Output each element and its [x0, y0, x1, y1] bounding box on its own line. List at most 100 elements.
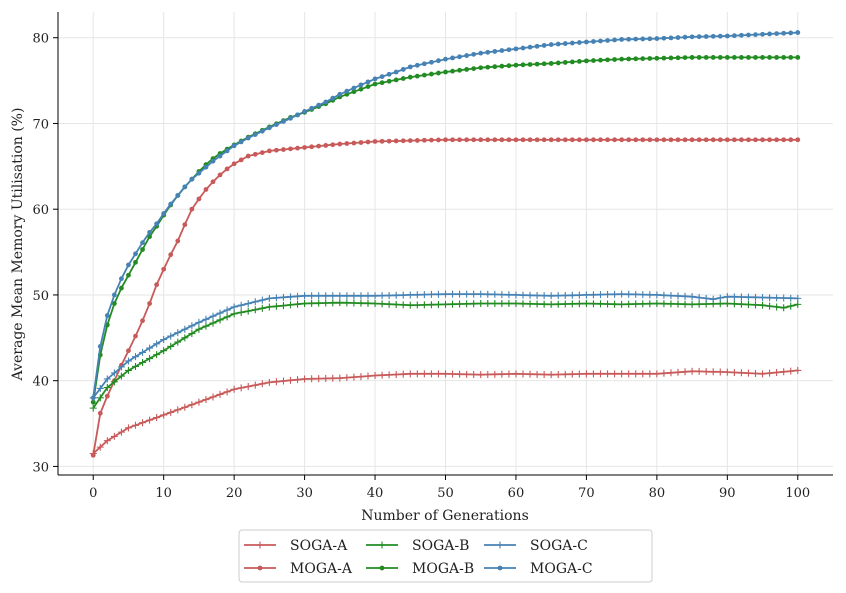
data-point-soga-b [322, 299, 330, 307]
data-point-moga-a [626, 137, 632, 143]
data-point-soga-a [216, 390, 224, 398]
data-point-soga-a [279, 377, 287, 385]
data-point-soga-a [547, 371, 555, 379]
data-point-moga-a [478, 137, 484, 143]
data-point-soga-b [730, 300, 738, 308]
data-point-soga-c [589, 291, 597, 299]
data-point-soga-c [371, 292, 379, 300]
data-point-soga-c [279, 293, 287, 301]
data-point-moga-b [358, 86, 364, 92]
data-point-moga-c [196, 170, 202, 176]
data-point-soga-c [301, 292, 309, 300]
data-point-soga-a [695, 367, 703, 375]
data-point-moga-b [746, 55, 751, 60]
x-tick-label: 60 [508, 486, 525, 501]
data-point-soga-a [533, 370, 541, 378]
data-point-moga-c [520, 45, 526, 51]
data-point-moga-b [640, 56, 646, 62]
data-point-soga-c [702, 294, 710, 302]
data-point-soga-c [413, 291, 421, 299]
data-point-moga-c [224, 148, 230, 154]
data-point-soga-b [667, 300, 675, 308]
data-point-soga-b [132, 362, 139, 370]
data-point-soga-c [188, 322, 196, 330]
data-point-soga-a [195, 398, 203, 406]
data-point-soga-a [568, 370, 576, 378]
data-point-soga-b [385, 300, 393, 308]
data-point-moga-c [703, 34, 709, 39]
data-point-moga-a [774, 137, 780, 143]
data-point-soga-b [597, 300, 604, 308]
data-point-moga-a [351, 140, 357, 146]
data-point-soga-a [442, 370, 449, 378]
data-point-soga-c [759, 294, 767, 302]
data-point-moga-b [668, 55, 674, 61]
data-point-moga-c [351, 85, 357, 91]
data-point-moga-a [217, 172, 223, 178]
data-point-moga-a [562, 137, 568, 143]
data-point-moga-a [295, 145, 300, 151]
data-point-moga-a [513, 137, 519, 143]
data-point-soga-a [773, 368, 781, 376]
data-point-soga-c [392, 291, 400, 299]
legend-item-moga-a: MOGA-A [244, 561, 353, 577]
data-point-soga-a [202, 396, 210, 404]
data-point-soga-c [667, 292, 675, 300]
data-point-moga-c [562, 41, 568, 46]
data-point-soga-a [653, 370, 661, 378]
data-point-moga-a [457, 137, 462, 143]
data-point-soga-b [794, 300, 802, 308]
data-point-moga-a [724, 137, 730, 143]
data-point-soga-a [294, 376, 302, 384]
data-point-moga-a [189, 206, 195, 212]
data-point-moga-b [633, 56, 639, 62]
data-point-moga-c [767, 31, 772, 37]
data-point-soga-c [512, 291, 520, 299]
data-point-soga-c [287, 293, 294, 301]
data-point-soga-c [378, 292, 386, 300]
ticks: 0 10 20 30 40 50 60 70 80 90 100 30 40 50 60 70 80 [32, 32, 810, 501]
data-point-soga-c [329, 292, 337, 300]
data-point-moga-c [302, 109, 307, 114]
data-point-moga-c [576, 40, 582, 45]
data-point-soga-b [392, 301, 400, 309]
data-point-soga-a [223, 388, 231, 396]
legend-label: SOGA-C [530, 538, 588, 554]
data-point-moga-c [365, 79, 371, 85]
data-point-soga-a [301, 375, 309, 383]
data-point-soga-b [611, 300, 619, 308]
data-point-soga-b [723, 300, 731, 308]
data-point-soga-c [491, 290, 499, 298]
data-point-moga-a [781, 137, 787, 143]
data-point-soga-c [251, 298, 259, 306]
data-point-moga-b [605, 57, 610, 63]
data-point-moga-c [407, 64, 413, 70]
data-point-soga-c [597, 291, 604, 299]
data-point-moga-c [478, 50, 484, 56]
data-point-soga-a [258, 380, 266, 388]
data-point-moga-c [569, 40, 575, 46]
data-point-moga-a [147, 301, 152, 306]
data-point-soga-c [787, 294, 795, 302]
data-point-moga-b [562, 60, 568, 65]
data-point-soga-a [505, 370, 513, 378]
data-point-soga-a [702, 368, 710, 376]
data-point-moga-a [788, 137, 794, 143]
data-point-moga-a [302, 145, 307, 150]
data-point-soga-b [519, 300, 527, 308]
data-point-soga-b [449, 300, 457, 308]
x-tick-label: 0 [89, 486, 97, 501]
data-point-moga-a [682, 137, 688, 143]
data-point-soga-c [723, 293, 731, 301]
data-point-soga-a [759, 370, 767, 378]
data-point-soga-a [434, 370, 442, 378]
data-point-soga-c [618, 290, 626, 298]
data-point-moga-c [668, 35, 674, 41]
data-point-soga-a [209, 393, 217, 401]
data-point-soga-b [498, 300, 506, 308]
data-point-soga-c [420, 291, 428, 299]
data-point-soga-c [230, 303, 238, 311]
x-tick-label: 10 [155, 486, 172, 501]
data-point-soga-a [399, 370, 407, 378]
data-point-soga-a [463, 370, 471, 378]
